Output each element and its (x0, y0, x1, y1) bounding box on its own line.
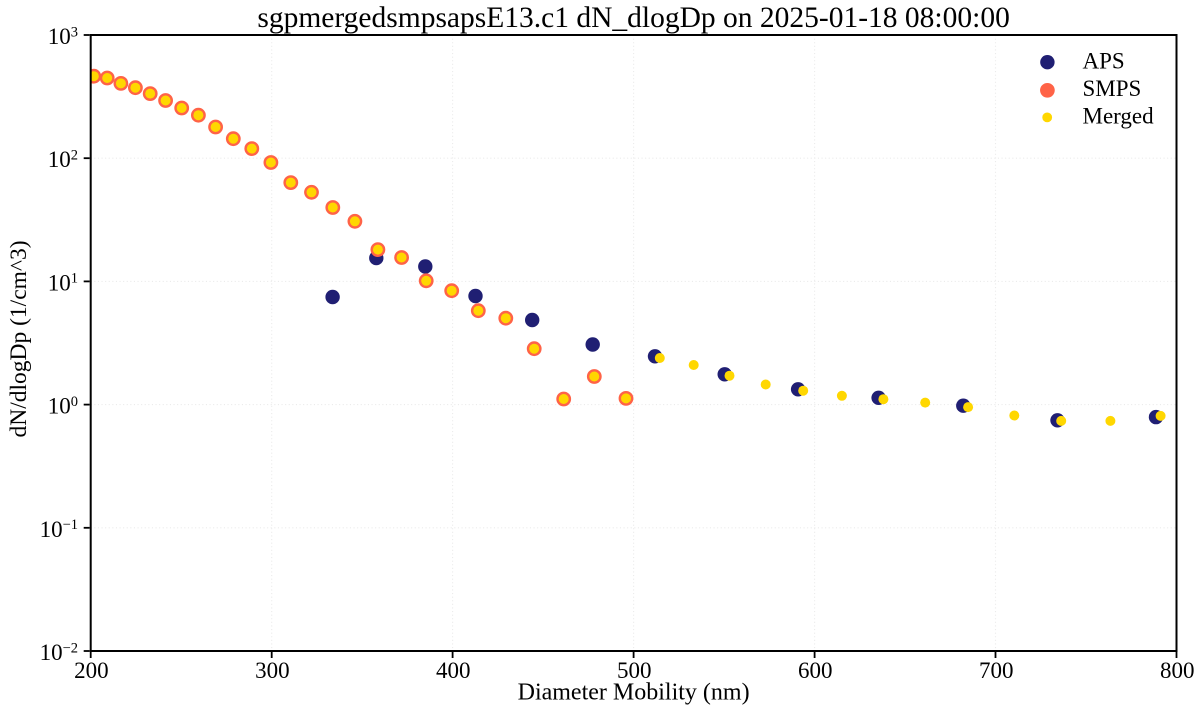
svg-text:500: 500 (617, 658, 652, 683)
svg-text:800: 800 (1160, 658, 1195, 683)
svg-text:101: 101 (48, 270, 78, 295)
svg-text:700: 700 (979, 658, 1014, 683)
svg-text:APS: APS (1083, 48, 1125, 73)
svg-text:10−2: 10−2 (40, 640, 78, 665)
svg-text:200: 200 (74, 658, 109, 683)
svg-text:Merged: Merged (1083, 103, 1155, 128)
svg-text:300: 300 (255, 658, 290, 683)
svg-text:dN/dlogDp (1/cm^3): dN/dlogDp (1/cm^3) (6, 240, 32, 437)
svg-text:100: 100 (48, 394, 78, 419)
svg-text:400: 400 (436, 658, 471, 683)
svg-text:600: 600 (798, 658, 833, 683)
svg-text:102: 102 (48, 147, 78, 172)
svg-text:SMPS: SMPS (1083, 76, 1142, 101)
svg-text:10−1: 10−1 (40, 517, 78, 542)
svg-text:Diameter Mobility (nm): Diameter Mobility (nm) (518, 680, 750, 706)
svg-text:sgpmergedsmpsapsE13.c1 dN_dlog: sgpmergedsmpsapsE13.c1 dN_dlogDp on 2025… (257, 2, 1009, 34)
svg-text:103: 103 (48, 24, 78, 49)
